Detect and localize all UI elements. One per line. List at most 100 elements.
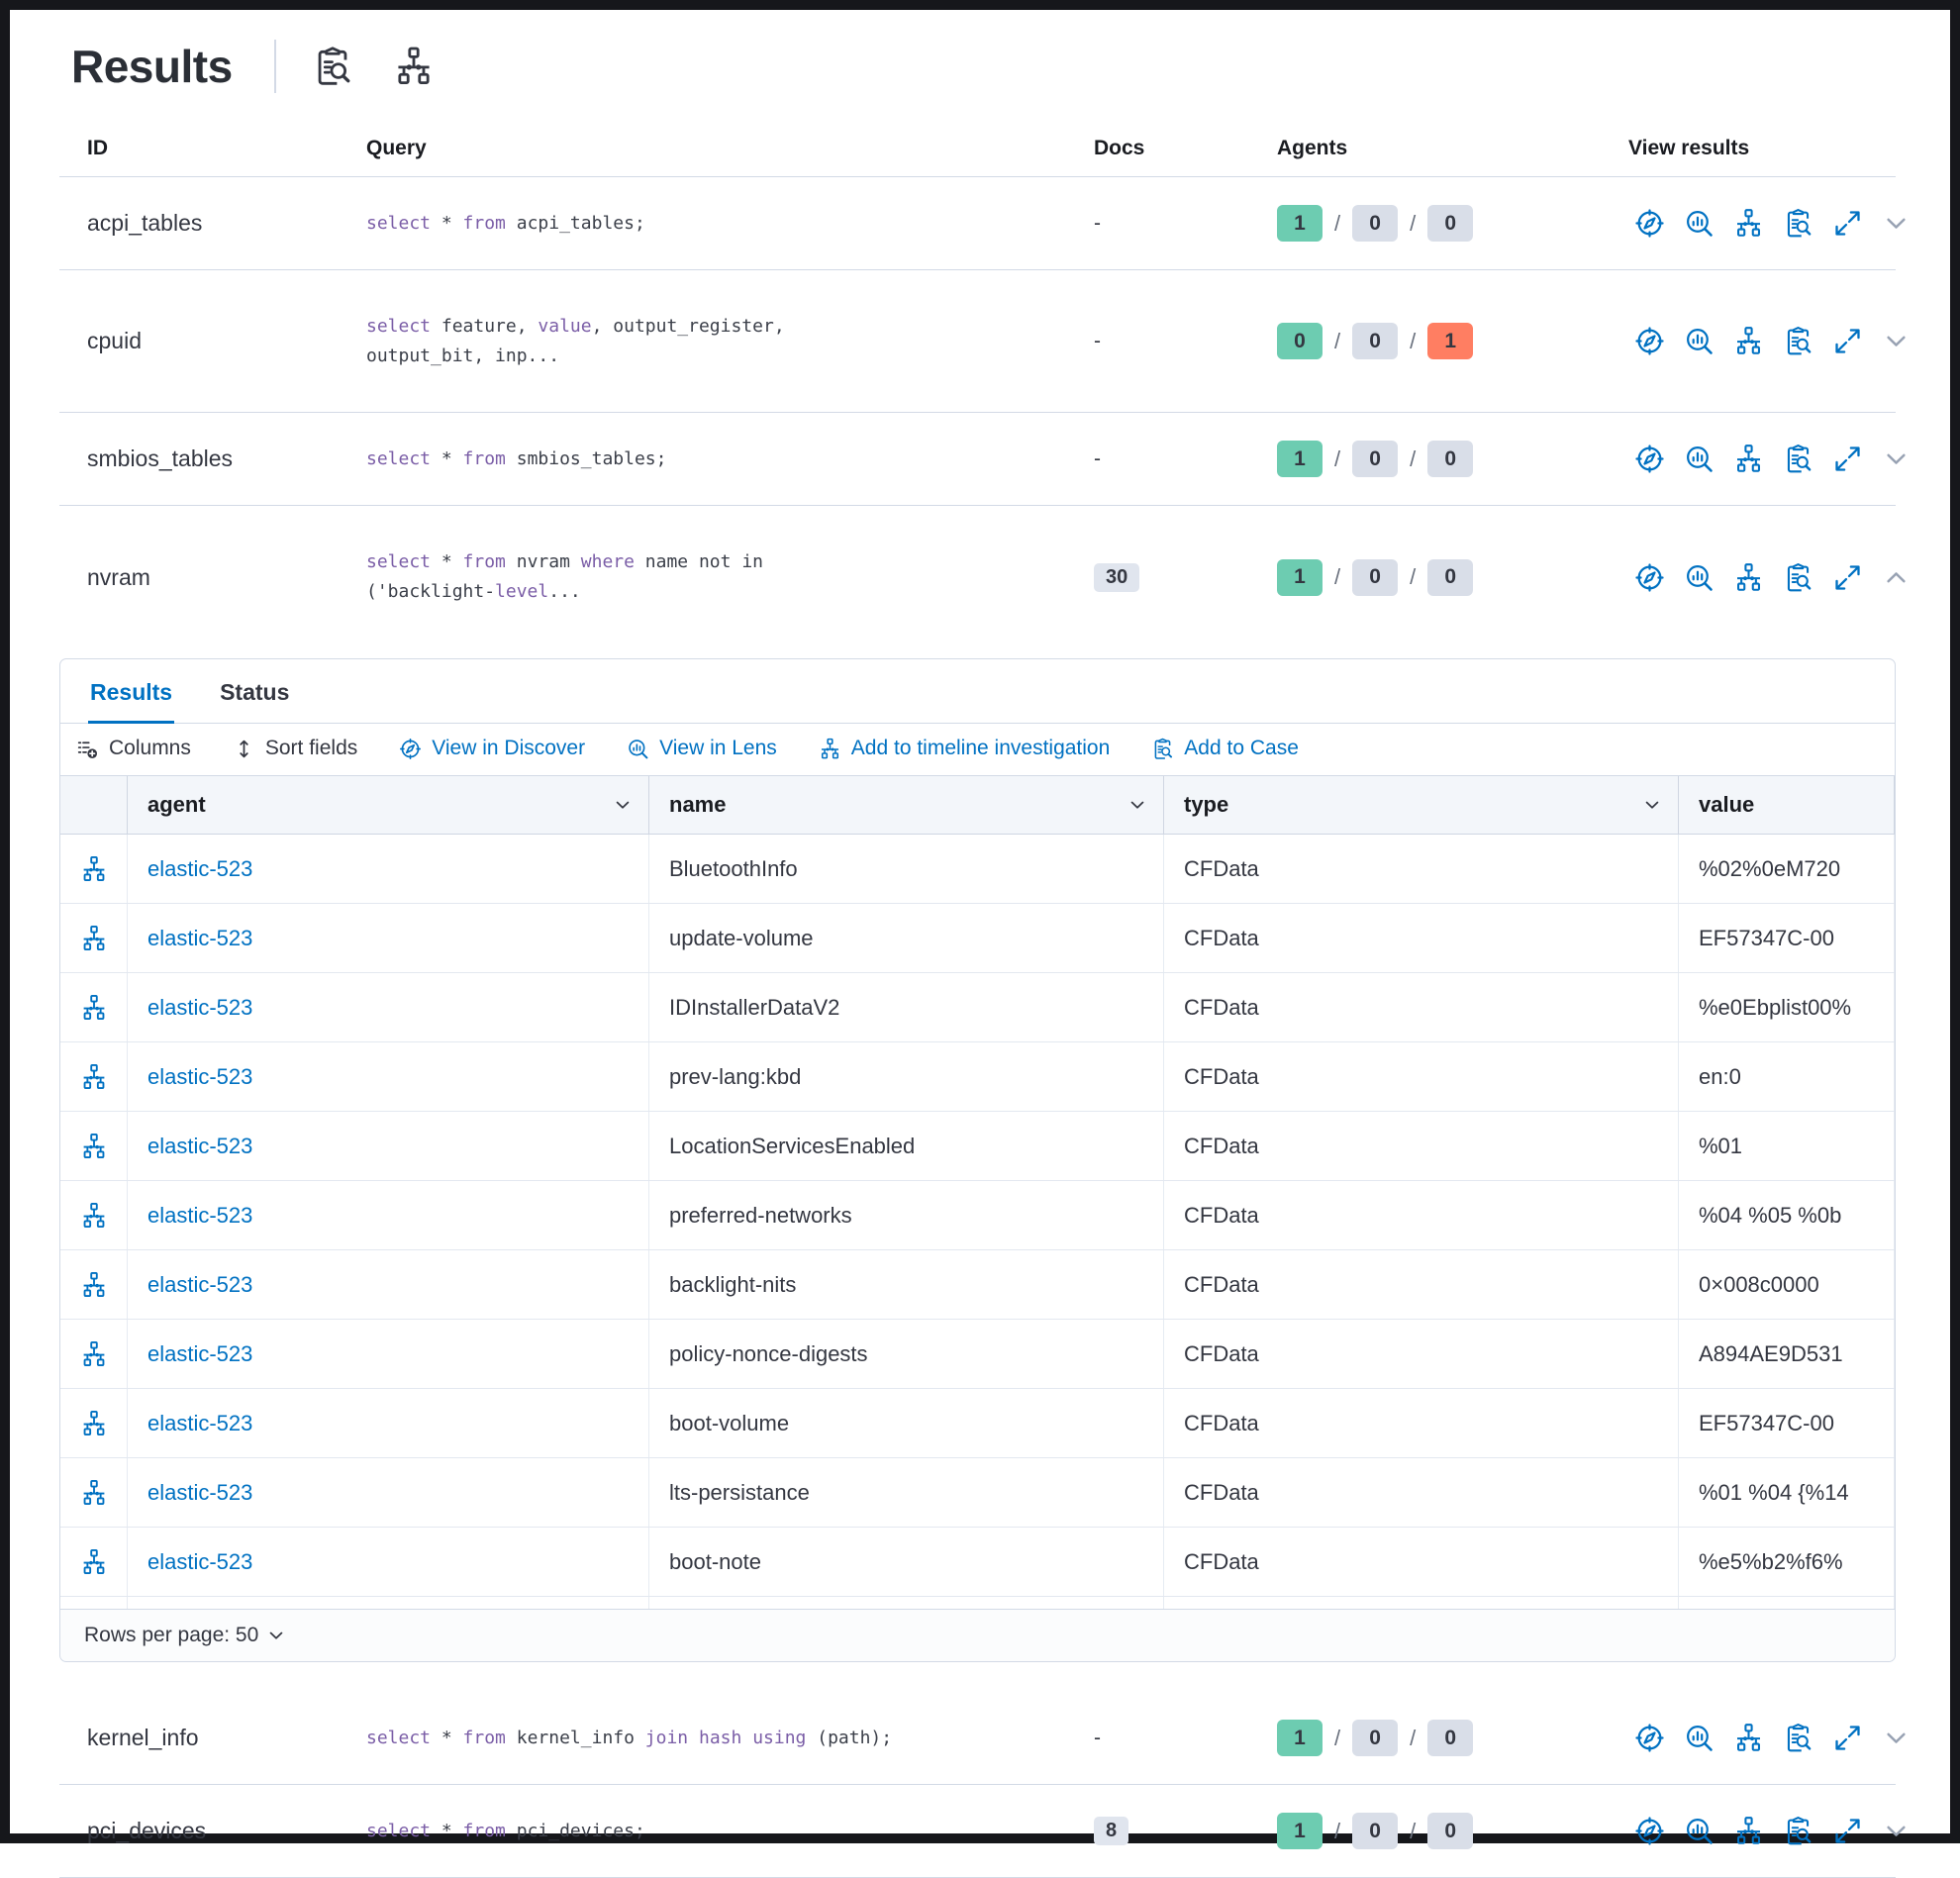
timeline-icon[interactable] xyxy=(80,855,108,883)
lens-icon[interactable] xyxy=(1684,562,1715,593)
agent-link[interactable]: elastic-523 xyxy=(147,994,253,1020)
toolbar-sort-fields[interactable]: Sort fields xyxy=(233,737,357,760)
agents-failed-badge: 1 xyxy=(1427,323,1474,359)
agents-failed-badge: 0 xyxy=(1427,205,1474,242)
timeline-icon[interactable] xyxy=(1733,1816,1764,1846)
expand-icon[interactable] xyxy=(1832,326,1863,356)
timeline-icon[interactable] xyxy=(80,1548,108,1576)
discover-icon[interactable] xyxy=(1634,208,1665,239)
agents-separator: / xyxy=(1334,1818,1341,1843)
chevron-down-icon[interactable] xyxy=(1882,445,1911,473)
lens-icon[interactable] xyxy=(1684,444,1715,474)
tab-results[interactable]: Results xyxy=(88,659,175,724)
timeline-icon[interactable] xyxy=(80,1410,108,1437)
cell-value: %e0Ebplist00% xyxy=(1679,973,1895,1041)
discover-icon[interactable] xyxy=(1634,562,1665,593)
toolbar-columns[interactable]: Columns xyxy=(76,737,191,760)
discover-icon[interactable] xyxy=(1634,1723,1665,1753)
row-timeline-cell xyxy=(60,904,128,972)
timeline-icon[interactable] xyxy=(80,994,108,1022)
queries-table-header: ID Query Docs Agents View results xyxy=(59,137,1896,177)
agent-link[interactable]: elastic-523 xyxy=(147,1202,253,1228)
agent-link[interactable]: elastic-523 xyxy=(147,1340,253,1366)
timeline-icon[interactable] xyxy=(80,1063,108,1091)
chevron-down-icon[interactable] xyxy=(1882,1817,1911,1845)
data-grid-corner-cell xyxy=(60,776,128,834)
case-icon[interactable] xyxy=(312,46,353,87)
chevron-down-icon[interactable] xyxy=(613,795,633,815)
discover-icon[interactable] xyxy=(1634,1816,1665,1846)
timeline-icon[interactable] xyxy=(80,1133,108,1160)
tab-status[interactable]: Status xyxy=(220,679,290,705)
timeline-icon[interactable] xyxy=(1733,562,1764,593)
timeline-icon[interactable] xyxy=(1733,1723,1764,1753)
sql-text: * xyxy=(431,447,463,469)
expand-icon[interactable] xyxy=(1832,1816,1863,1846)
cell-name: prev-lang:kbd xyxy=(649,1042,1164,1111)
page-header: Results xyxy=(59,40,1896,93)
toolbar-add-to-timeline-investigation[interactable]: Add to timeline investigation xyxy=(819,737,1110,760)
query-id: acpi_tables xyxy=(87,210,203,236)
agent-link[interactable]: elastic-523 xyxy=(147,1063,253,1089)
agent-link[interactable]: elastic-523 xyxy=(147,1271,253,1297)
agents-separator: / xyxy=(1334,1725,1341,1750)
discover-icon xyxy=(399,738,422,760)
agent-link[interactable]: elastic-523 xyxy=(147,1548,253,1574)
timeline-icon[interactable] xyxy=(393,46,435,87)
view-results-actions xyxy=(1628,1723,1911,1753)
chevron-down-icon[interactable] xyxy=(1642,795,1662,815)
cell-agent: elastic-523 xyxy=(128,1181,649,1249)
lens-icon[interactable] xyxy=(1684,1723,1715,1753)
agents-status: 1 / 0 / 0 xyxy=(1277,558,1628,596)
case-icon[interactable] xyxy=(1783,326,1813,356)
case-icon[interactable] xyxy=(1783,1723,1813,1753)
agents-pending-badge: 0 xyxy=(1352,558,1399,596)
table-row: elastic-523 boot-note CFData %e5%b2%f6% xyxy=(60,1528,1895,1597)
lens-icon[interactable] xyxy=(1684,326,1715,356)
discover-icon[interactable] xyxy=(1634,444,1665,474)
expand-icon[interactable] xyxy=(1832,444,1863,474)
agent-link[interactable]: elastic-523 xyxy=(147,855,253,881)
timeline-icon[interactable] xyxy=(80,1271,108,1299)
toolbar-add-to-case[interactable]: Add to Case xyxy=(1151,737,1299,760)
chevron-down-icon[interactable] xyxy=(1882,209,1911,238)
cell-value: EF57347C-00 xyxy=(1679,904,1895,972)
chevron-down-icon[interactable] xyxy=(1127,795,1147,815)
expand-icon[interactable] xyxy=(1832,562,1863,593)
expand-icon[interactable] xyxy=(1832,1723,1863,1753)
row-timeline-cell xyxy=(60,1320,128,1388)
discover-icon[interactable] xyxy=(1634,326,1665,356)
agent-link[interactable]: elastic-523 xyxy=(147,1133,253,1158)
table-row: elastic-523 policy-nonce-digests CFData A89… xyxy=(60,1320,1895,1389)
agent-link[interactable]: elastic-523 xyxy=(147,1479,253,1505)
rows-per-page-selector[interactable]: Rows per page: 50 xyxy=(84,1624,286,1647)
chevron-up-icon[interactable] xyxy=(1882,563,1911,592)
cell-agent: elastic-523 xyxy=(128,1042,649,1111)
toolbar-view-in-lens[interactable]: View in Lens xyxy=(627,737,777,760)
row-timeline-cell xyxy=(60,1389,128,1457)
lens-icon[interactable] xyxy=(1684,208,1715,239)
case-icon[interactable] xyxy=(1783,1816,1813,1846)
timeline-icon[interactable] xyxy=(80,1202,108,1230)
agent-link[interactable]: elastic-523 xyxy=(147,1410,253,1435)
sql-text: acpi_tables; xyxy=(505,212,645,234)
agents-separator: / xyxy=(1410,210,1417,236)
case-icon[interactable] xyxy=(1783,444,1813,474)
timeline-icon[interactable] xyxy=(1733,326,1764,356)
lens-icon[interactable] xyxy=(1684,1816,1715,1846)
agents-failed-badge: 0 xyxy=(1427,558,1474,596)
timeline-icon[interactable] xyxy=(1733,444,1764,474)
row-timeline-cell xyxy=(60,1112,128,1180)
case-icon[interactable] xyxy=(1783,562,1813,593)
case-icon[interactable] xyxy=(1783,208,1813,239)
chevron-down-icon[interactable] xyxy=(1882,327,1911,355)
timeline-icon[interactable] xyxy=(80,1340,108,1368)
expand-icon[interactable] xyxy=(1832,208,1863,239)
timeline-icon[interactable] xyxy=(80,925,108,952)
agent-link[interactable]: elastic-523 xyxy=(147,925,253,950)
chevron-down-icon[interactable] xyxy=(1882,1724,1911,1752)
toolbar-view-in-discover[interactable]: View in Discover xyxy=(399,737,585,760)
docs-count-badge: 8 xyxy=(1094,1817,1129,1845)
timeline-icon[interactable] xyxy=(1733,208,1764,239)
timeline-icon[interactable] xyxy=(80,1479,108,1507)
